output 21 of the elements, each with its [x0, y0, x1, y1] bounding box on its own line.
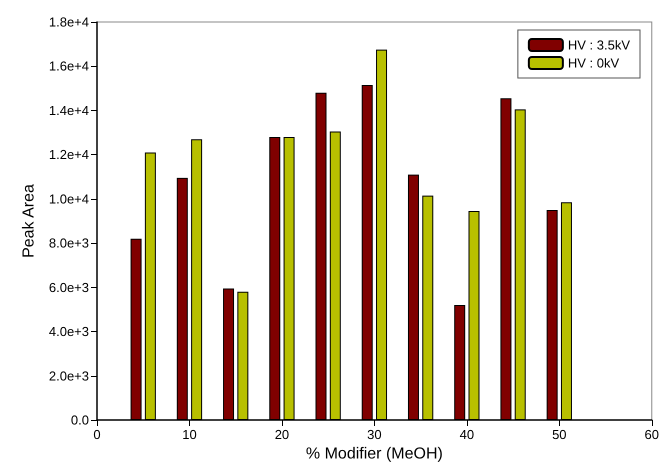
y-axis-title: Peak Area — [20, 184, 38, 258]
x-tick-label: 60 — [644, 427, 660, 442]
x-tick-label: 10 — [182, 427, 197, 442]
legend-label: HV : 0kV — [568, 56, 620, 70]
y-tick-label: 1.8e+4 — [48, 14, 89, 30]
x-axis-title: % Modifier (MeOH) — [306, 445, 443, 462]
y-tick-label: 4.0e+3 — [48, 324, 89, 340]
y-tick-label: 1.2e+4 — [48, 147, 89, 162]
legend-label: HV : 3.5kV — [568, 38, 630, 52]
y-tick-label: 1.4e+4 — [48, 102, 89, 118]
y-tick-label: 8.0e+3 — [48, 236, 89, 251]
x-tick-label: 50 — [552, 427, 567, 442]
y-tick-label: 1.6e+4 — [48, 58, 89, 74]
y-tick-label: 2.0e+3 — [48, 368, 89, 384]
x-tick-label: 0 — [93, 427, 101, 442]
y-tick-label: 1.0e+4 — [48, 191, 89, 206]
x-tick-label: 40 — [460, 427, 474, 442]
x-tick-label: 30 — [367, 427, 382, 442]
x-tick-label: 20 — [274, 427, 290, 442]
y-tick-label: 6.0e+3 — [48, 280, 89, 295]
y-tick-label: 0.0 — [70, 412, 89, 428]
